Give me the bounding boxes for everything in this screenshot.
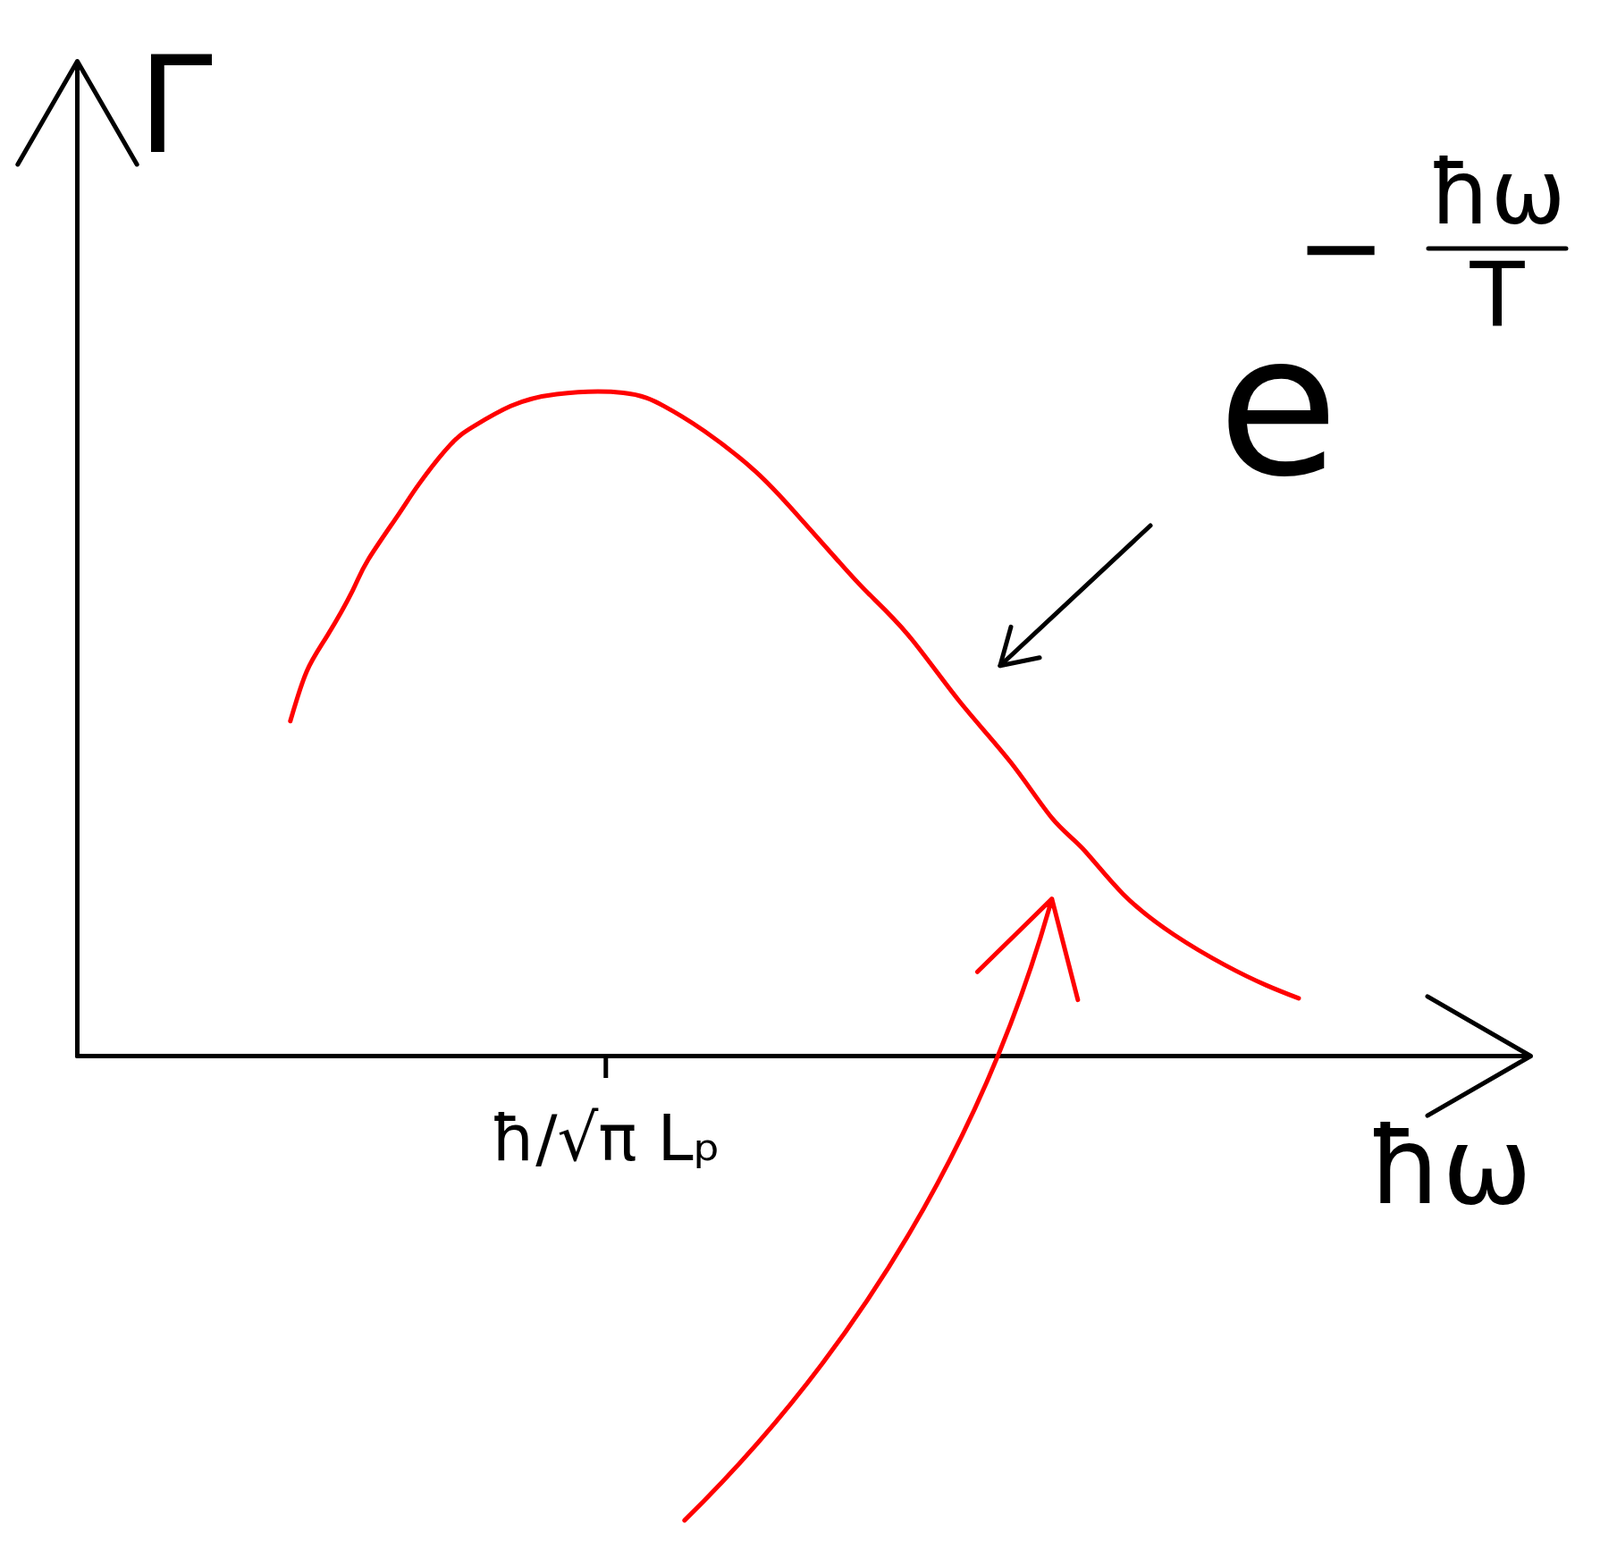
svg-text:ħ/√π Lₚ: ħ/√π Lₚ xyxy=(490,1100,721,1176)
svg-text:−: − xyxy=(1296,185,1387,310)
svg-text:ħω: ħω xyxy=(1367,1103,1533,1229)
svg-text:e: e xyxy=(1217,291,1339,521)
svg-text:ħω: ħω xyxy=(1428,140,1566,245)
svg-text:T: T xyxy=(1468,243,1525,348)
svg-text:Γ: Γ xyxy=(137,27,213,184)
